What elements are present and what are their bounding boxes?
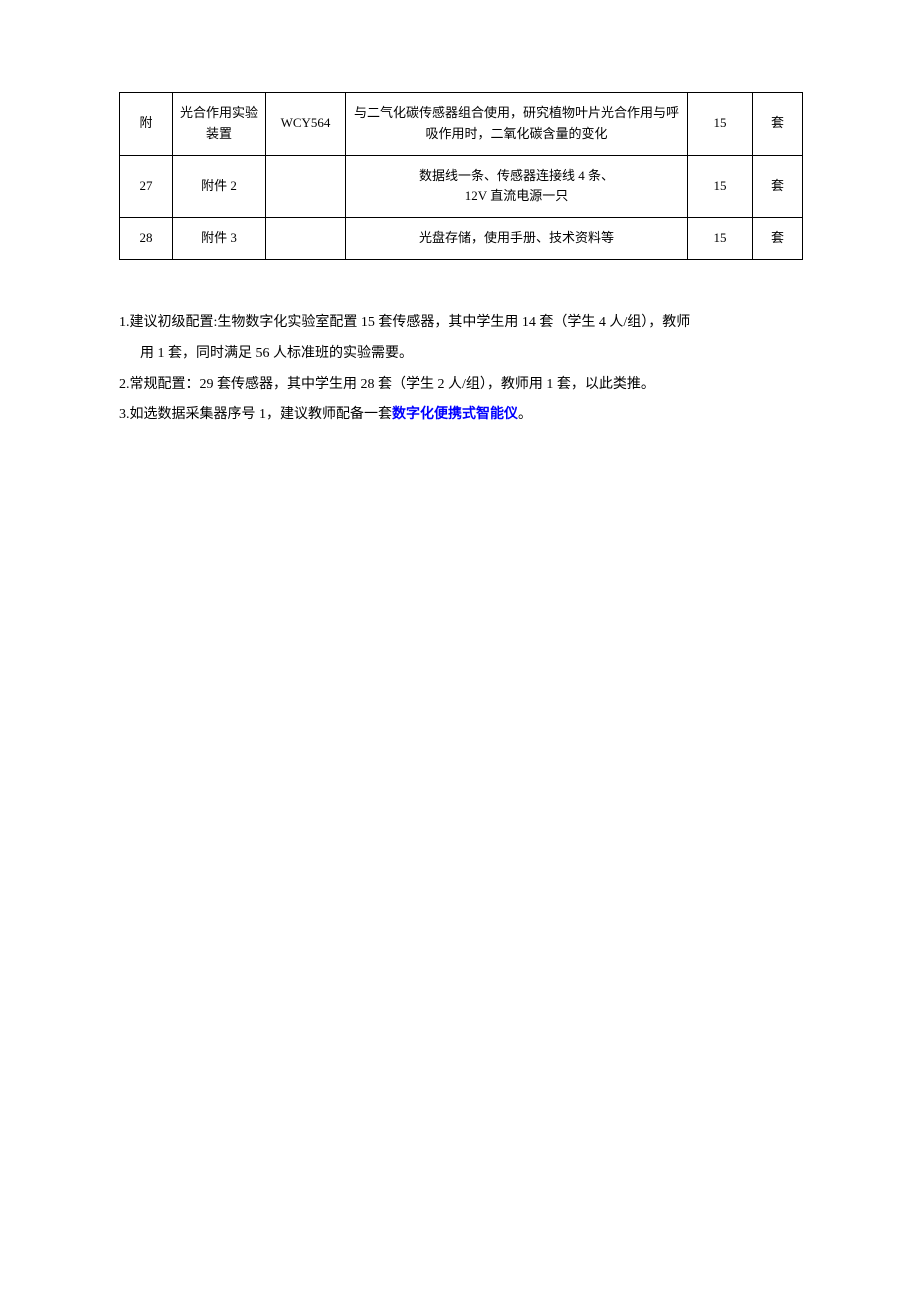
cell-description: 数据线一条、传感器连接线 4 条、 12V 直流电源一只: [346, 155, 688, 218]
note-item-1-line-2: 用 1 套，同时满足 56 人标准班的实验需要。: [119, 339, 801, 370]
cell-model: [266, 155, 346, 218]
note-3-suffix: 。: [518, 407, 532, 422]
note-3-highlight: 数字化便携式智能仪: [392, 407, 518, 422]
cell-unit: 套: [753, 155, 803, 218]
notes-section: 1.建议初级配置:生物数字化实验室配置 15 套传感器，其中学生用 14 套（学…: [119, 308, 801, 431]
note-3-prefix: 3.如选数据采集器序号 1，建议教师配备一套: [119, 407, 392, 422]
cell-quantity: 15: [688, 218, 753, 260]
cell-quantity: 15: [688, 93, 753, 156]
cell-unit: 套: [753, 218, 803, 260]
table-row: 附 光合作用实验装置 WCY564 与二气化碳传感器组合使用，研究植物叶片光合作…: [120, 93, 803, 156]
equipment-table: 附 光合作用实验装置 WCY564 与二气化碳传感器组合使用，研究植物叶片光合作…: [119, 92, 803, 260]
cell-index: 附: [120, 93, 173, 156]
cell-name: 附件 2: [173, 155, 266, 218]
cell-model: WCY564: [266, 93, 346, 156]
note-item-3: 3.如选数据采集器序号 1，建议教师配备一套数字化便携式智能仪。: [119, 400, 801, 431]
note-item-1-line-1: 1.建议初级配置:生物数字化实验室配置 15 套传感器，其中学生用 14 套（学…: [119, 308, 801, 339]
cell-model: [266, 218, 346, 260]
note-item-2: 2.常规配置：29 套传感器，其中学生用 28 套（学生 2 人/组），教师用 …: [119, 370, 801, 401]
table-row: 28 附件 3 光盘存储，使用手册、技术资料等 15 套: [120, 218, 803, 260]
cell-unit: 套: [753, 93, 803, 156]
cell-quantity: 15: [688, 155, 753, 218]
cell-name: 附件 3: [173, 218, 266, 260]
table-row: 27 附件 2 数据线一条、传感器连接线 4 条、 12V 直流电源一只 15 …: [120, 155, 803, 218]
cell-index: 28: [120, 218, 173, 260]
cell-description: 与二气化碳传感器组合使用，研究植物叶片光合作用与呼吸作用时，二氧化碳含量的变化: [346, 93, 688, 156]
cell-index: 27: [120, 155, 173, 218]
cell-description: 光盘存储，使用手册、技术资料等: [346, 218, 688, 260]
cell-name: 光合作用实验装置: [173, 93, 266, 156]
